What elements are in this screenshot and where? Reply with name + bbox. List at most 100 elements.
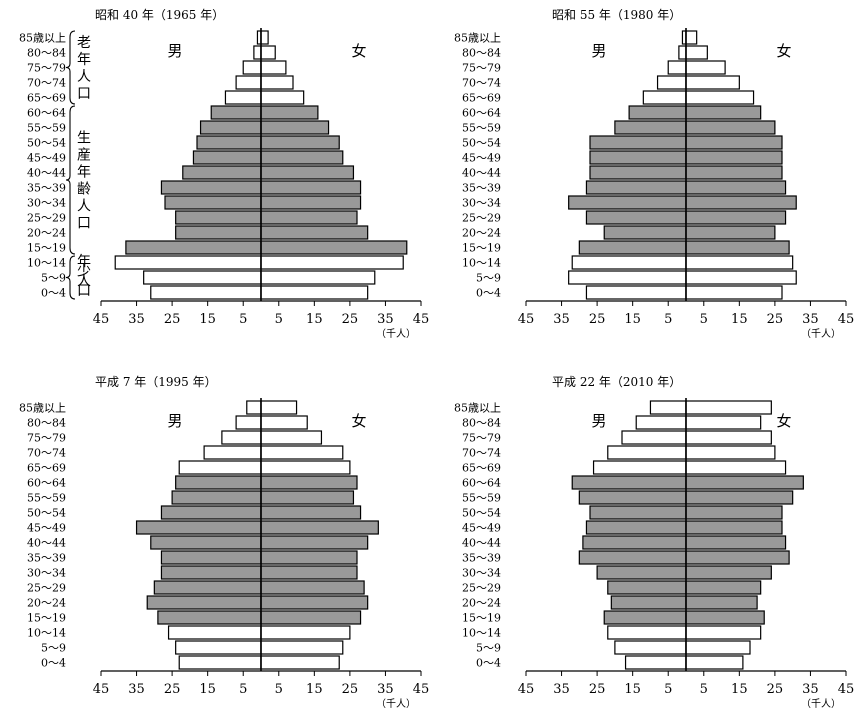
pyramid-panel-1: 昭和 40 年（1965 年） 0～4 5～9 10～14 15～19 20～24 25～2…	[19, 8, 429, 340]
bar-male-20～24	[175, 225, 262, 240]
x-tick-label: 25	[164, 682, 181, 697]
bar-male-25～29	[175, 210, 262, 225]
age-label: 35～39	[27, 182, 66, 195]
pyramid-panel-4: 平成 22 年（2010 年） 0～4 5～9 10～14 15～19 20～24 25～2…	[454, 375, 854, 710]
x-tick-label: 45	[518, 682, 535, 697]
bar-male-55～59	[199, 120, 262, 135]
x-tick-label: 25	[342, 312, 359, 327]
bar-female-75～79	[685, 60, 726, 75]
x-tick-label: 35	[128, 312, 145, 327]
bar-female-65～69	[685, 90, 755, 105]
age-label: 5～9	[41, 272, 66, 285]
bar-female-70～74	[685, 445, 776, 460]
bar-male-20～24	[146, 595, 262, 610]
x-tick-label: 35	[377, 682, 394, 697]
age-label: 45～49	[462, 522, 501, 535]
age-label: 70～74	[27, 447, 66, 460]
bar-male-0～4	[585, 285, 687, 300]
bar-male-80～84	[635, 415, 687, 430]
age-label: 75～79	[27, 62, 66, 75]
bar-male-10～14	[114, 255, 262, 270]
bar-male-60～64	[628, 105, 687, 120]
bar-male-75～79	[242, 60, 262, 75]
bar-male-75～79	[621, 430, 687, 445]
x-tick-label: 25	[164, 312, 181, 327]
age-label: 40～44	[27, 537, 66, 550]
x-tick-label: 5	[275, 312, 283, 327]
bar-male-15～19	[603, 610, 687, 625]
bar-female-65～69	[260, 90, 305, 105]
bar-female-25～29	[685, 210, 787, 225]
x-tick-label: 35	[802, 312, 819, 327]
x-tick-label: 45	[93, 682, 110, 697]
bar-female-35～39	[685, 180, 787, 195]
bar-male-40～44	[589, 165, 687, 180]
bar-female-15～19	[685, 610, 765, 625]
bar-male-65～69	[178, 460, 262, 475]
age-label: 65～69	[27, 92, 66, 105]
x-tick-label: 35	[553, 682, 570, 697]
age-label: 20～24	[462, 227, 501, 240]
x-tick-label: 5	[239, 312, 247, 327]
bar-female-45～49	[685, 520, 783, 535]
bar-female-5～9	[260, 270, 376, 285]
bar-male-0～4	[150, 285, 262, 300]
x-tick-label: 5	[239, 682, 247, 697]
bar-female-0～4	[685, 655, 744, 670]
bar-female-70～74	[260, 445, 344, 460]
x-tick-label: 15	[199, 682, 216, 697]
x-tick-label: 35	[553, 312, 570, 327]
bar-female-35～39	[685, 550, 790, 565]
bar-female-65～69	[685, 460, 787, 475]
bar-female-20～24	[685, 225, 776, 240]
bar-female-45～49	[260, 520, 379, 535]
bar-female-60～64	[260, 105, 319, 120]
age-label: 0～4	[476, 287, 501, 300]
bar-male-65～69	[592, 460, 687, 475]
bar-female-80～84	[685, 45, 708, 60]
bar-female-40～44	[260, 535, 369, 550]
bar-male-70～74	[235, 75, 262, 90]
bar-female-50～54	[260, 505, 362, 520]
group-label-working: 生産年齢人口	[77, 131, 91, 232]
bar-female-40～44	[685, 165, 783, 180]
bar-male-45～49	[135, 520, 262, 535]
age-label: 15～19	[462, 612, 501, 625]
age-label: 65～69	[462, 92, 501, 105]
age-label: 60～64	[462, 107, 501, 120]
bar-male-40～44	[582, 535, 687, 550]
bar-male-85歳以上	[246, 400, 262, 415]
bar-female-10～14	[685, 625, 762, 640]
age-label: 85歳以上	[19, 402, 66, 415]
age-label: 65～69	[462, 462, 501, 475]
male-label: 男	[591, 42, 606, 60]
age-label: 45～49	[27, 522, 66, 535]
x-tick-label: 15	[306, 312, 323, 327]
bar-male-40～44	[150, 535, 262, 550]
bar-male-5～9	[568, 270, 687, 285]
age-label: 40～44	[462, 537, 501, 550]
bar-male-70～74	[203, 445, 262, 460]
age-label: 20～24	[462, 597, 501, 610]
bar-female-35～39	[260, 180, 362, 195]
bar-female-50～54	[260, 135, 340, 150]
bar-male-50～54	[589, 135, 687, 150]
bar-female-75～79	[260, 60, 287, 75]
age-label: 60～64	[27, 107, 66, 120]
bar-female-10～14	[260, 255, 404, 270]
bar-female-40～44	[260, 165, 355, 180]
x-tick-label: 15	[731, 312, 748, 327]
bar-male-55～59	[171, 490, 262, 505]
age-label: 50～54	[27, 137, 66, 150]
bar-female-45～49	[260, 150, 344, 165]
age-label: 30～34	[27, 567, 66, 580]
x-tick-label: 5	[664, 682, 672, 697]
bar-male-25～29	[153, 580, 262, 595]
bar-female-30～34	[260, 195, 362, 210]
age-label: 85歳以上	[454, 402, 501, 415]
age-label: 80～84	[462, 417, 501, 430]
x-tick-label: 35	[377, 312, 394, 327]
unit-label: （千人）	[376, 328, 416, 340]
x-tick-label: 45	[518, 312, 535, 327]
x-tick-label: 45	[413, 312, 430, 327]
